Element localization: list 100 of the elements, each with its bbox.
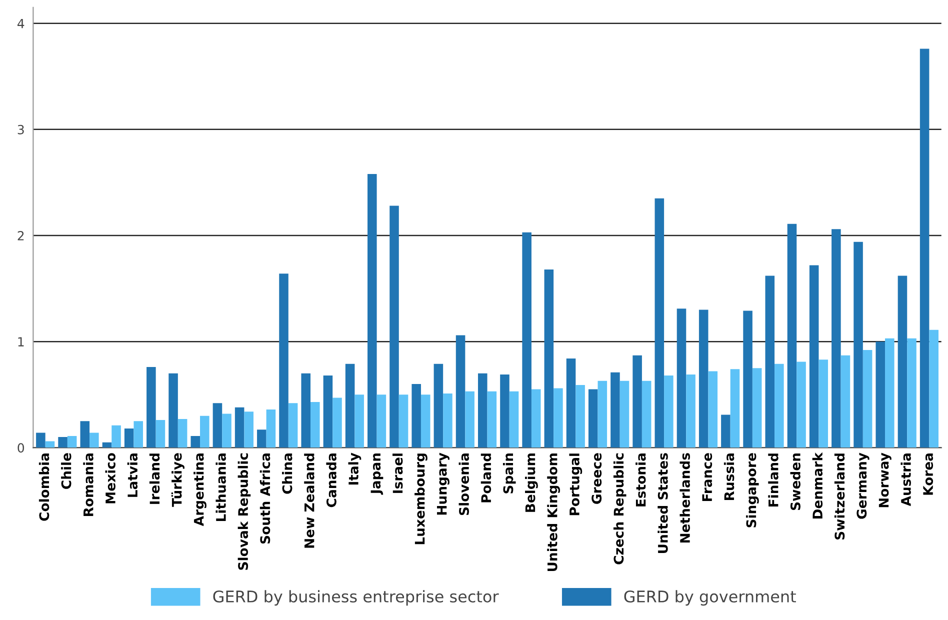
- bar: [102, 442, 112, 448]
- x-tick-label: Argentina: [194, 454, 206, 526]
- x-tick-label: Israel: [392, 454, 403, 493]
- x-tick-label: Hungary: [436, 452, 450, 515]
- bar: [787, 224, 797, 448]
- bar: [743, 310, 752, 448]
- x-tick-label: Canada: [326, 454, 336, 508]
- bar: [134, 421, 143, 448]
- bar: [588, 389, 598, 448]
- x-tick-label: Lithuania: [216, 454, 226, 522]
- x-tick-label: United States: [658, 453, 668, 554]
- y-tick-label: 1: [18, 337, 24, 346]
- x-tick-label: France: [702, 453, 712, 502]
- x-tick-label: Japan: [370, 454, 384, 495]
- bar: [90, 432, 99, 448]
- y-tick-label: 4: [18, 18, 24, 28]
- bar: [354, 394, 364, 448]
- bar: [509, 391, 519, 448]
- x-tick-label: South Africa: [260, 454, 270, 544]
- x-tick-label: Singapore: [746, 453, 759, 528]
- bar: [730, 369, 740, 448]
- x-tick-label: Germany: [856, 452, 870, 519]
- bar: [80, 421, 90, 448]
- bar: [156, 420, 166, 448]
- x-tick-label: Slovak Republic: [238, 453, 251, 570]
- bar: [420, 394, 430, 448]
- bar: [266, 409, 276, 448]
- bar: [885, 338, 894, 448]
- bar: [765, 276, 775, 448]
- bar: [234, 407, 244, 448]
- bar: [676, 308, 686, 448]
- x-tick-label: Chile: [61, 453, 72, 489]
- x-tick-label: Slovenia: [458, 454, 470, 516]
- x-tick-label: Korea: [923, 454, 934, 495]
- x-tick-label: New Zealand: [304, 454, 314, 548]
- bar: [301, 373, 310, 448]
- bar: [862, 350, 872, 448]
- bar: [412, 384, 421, 448]
- bar: [332, 398, 342, 448]
- bar: [390, 206, 399, 448]
- bar: [854, 242, 863, 448]
- bar: [929, 330, 938, 448]
- bar: [698, 310, 708, 448]
- bar: [310, 402, 320, 448]
- x-tick-label: Luxembourg: [414, 454, 428, 544]
- bar: [434, 364, 444, 448]
- bar: [288, 403, 298, 448]
- bar: [907, 338, 916, 448]
- bar: [443, 394, 452, 448]
- y-tick-label: 0: [18, 443, 24, 453]
- bar: [456, 335, 466, 448]
- bar: [610, 372, 620, 448]
- bar: [920, 48, 930, 448]
- bar: [632, 355, 642, 448]
- bar: [112, 425, 121, 448]
- x-tick-label: Norway: [878, 452, 892, 508]
- x-tick-label: Switzerland: [834, 454, 845, 540]
- x-tick-label: Ireland: [149, 454, 160, 504]
- legend-label: GERD by government: [624, 590, 796, 606]
- x-tick-label: Mexico: [105, 453, 116, 504]
- bar: [774, 364, 784, 448]
- bar: [124, 428, 134, 448]
- bar: [345, 364, 355, 448]
- bar: [620, 380, 630, 448]
- bar: [840, 355, 850, 448]
- x-tick-label: Austria: [900, 454, 911, 506]
- bar: [58, 437, 68, 448]
- bar: [146, 367, 156, 448]
- bar: [752, 368, 762, 448]
- x-tick-label: Czech Republic: [613, 453, 626, 564]
- x-tick-label: Romania: [83, 454, 94, 516]
- x-tick-label: Spain: [502, 454, 516, 494]
- x-tick-label: Latvia: [127, 454, 138, 497]
- y-tick-label: 2: [18, 230, 24, 240]
- y-tick-label: 3: [18, 124, 24, 134]
- bar: [168, 373, 178, 448]
- bar: [544, 269, 554, 448]
- bar: [876, 342, 886, 448]
- bar: [478, 373, 488, 448]
- bar: [244, 412, 254, 448]
- x-tick-label: Russia: [724, 454, 734, 500]
- x-tick-label: Belgium: [525, 454, 538, 512]
- x-tick-label: China: [282, 454, 292, 494]
- bar: [500, 374, 510, 448]
- bar: [376, 394, 386, 448]
- bar: [721, 414, 730, 448]
- bar: [531, 389, 541, 448]
- bar: [686, 374, 696, 448]
- bar: [178, 419, 188, 448]
- x-tick-label: Italy: [348, 452, 362, 485]
- bar: [465, 391, 474, 448]
- bar: [566, 358, 576, 448]
- bar: [654, 198, 664, 448]
- bar: [200, 416, 210, 448]
- bar: [368, 174, 377, 448]
- bar: [554, 388, 563, 448]
- x-tick-label: Türkiye: [171, 453, 184, 507]
- bar: [708, 371, 718, 448]
- x-tick-label: Estonia: [636, 454, 646, 506]
- x-tick-label: Greece: [592, 453, 602, 504]
